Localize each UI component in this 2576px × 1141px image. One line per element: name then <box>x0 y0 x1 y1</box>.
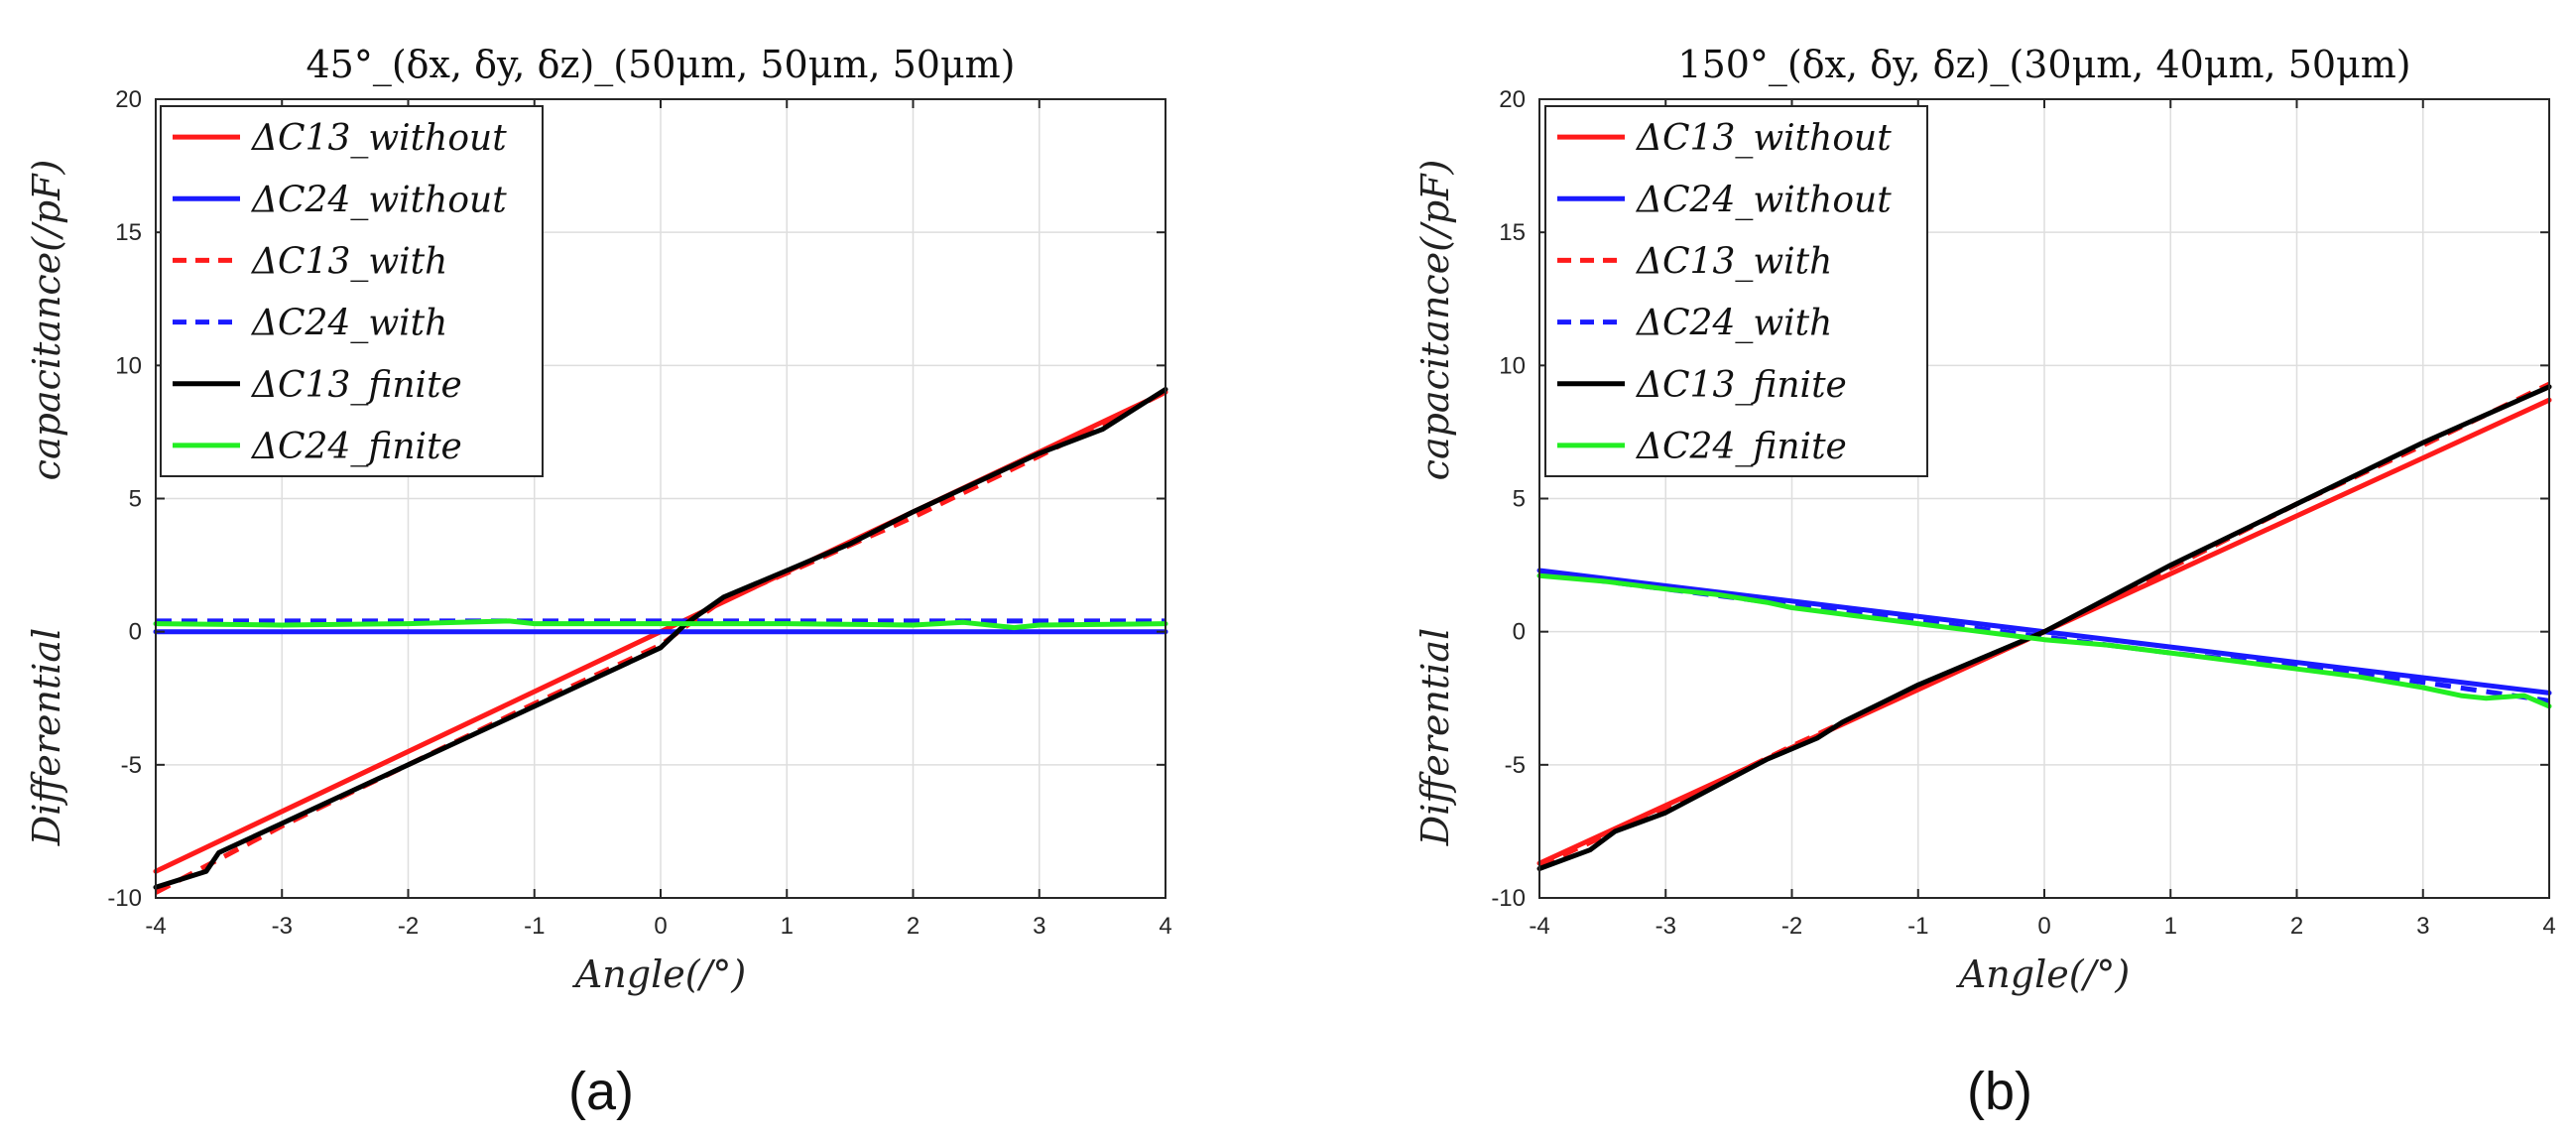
x-tick-label: -1 <box>524 913 545 940</box>
x-tick-label: -2 <box>1781 913 1802 940</box>
y-tick-label: 20 <box>115 86 142 113</box>
legend-label-3: ΔC24_with <box>250 304 447 344</box>
x-tick-label: 1 <box>781 913 794 940</box>
x-tick-label: 2 <box>907 913 920 940</box>
x-tick-label: 0 <box>654 913 667 940</box>
y-tick-label: -5 <box>121 752 142 779</box>
y-tick-label: 10 <box>1499 352 1526 379</box>
x-tick-label: 3 <box>1033 913 1045 940</box>
x-tick-label: -4 <box>1529 913 1549 940</box>
y-axis-label-left: Differential <box>25 628 68 846</box>
x-tick-label: 0 <box>2037 913 2050 940</box>
y-tick-label: 20 <box>1499 86 1526 113</box>
y-axis-label-right: capacitance(/pF) <box>1413 160 1457 481</box>
series-line-5 <box>153 618 1168 631</box>
legend-label-2: ΔC13_with <box>1635 241 1832 282</box>
legend-label-4: ΔC13_finite <box>1635 365 1847 406</box>
x-tick-label: 1 <box>2164 913 2177 940</box>
legend-label-1: ΔC24_without <box>1635 180 1892 220</box>
x-tick-label: 4 <box>2542 913 2555 940</box>
legend-label-0: ΔC13_without <box>250 118 507 159</box>
x-tick-label: -4 <box>145 913 166 940</box>
legend-box <box>1544 105 1928 477</box>
legend-label-3: ΔC24_with <box>1635 304 1832 344</box>
x-tick-label: -3 <box>1656 913 1676 940</box>
y-tick-label: 0 <box>1513 619 1526 646</box>
legend-label-5: ΔC24_finite <box>1635 427 1847 467</box>
legend-label-4: ΔC13_finite <box>250 365 462 406</box>
legend-label-2: ΔC13_with <box>250 241 447 282</box>
series-line-5 <box>1536 572 2552 709</box>
panel-label: (b) <box>1967 1062 2032 1121</box>
x-axis-label: Angle(/°) <box>572 952 746 996</box>
y-tick-label: 15 <box>1499 219 1526 246</box>
y-tick-label: 5 <box>1513 486 1526 513</box>
y-tick-label: -10 <box>1491 885 1526 912</box>
x-tick-label: 4 <box>1159 913 1171 940</box>
legend-box <box>160 105 544 477</box>
panel-label: (a) <box>568 1062 634 1121</box>
x-tick-label: 2 <box>2290 913 2303 940</box>
y-axis-label-right: capacitance(/pF) <box>25 160 68 481</box>
y-tick-label: -10 <box>107 885 142 912</box>
y-tick-label: 10 <box>115 352 142 379</box>
x-tick-label: -2 <box>398 913 419 940</box>
x-tick-label: -3 <box>272 913 293 940</box>
y-axis-label-left: Differential <box>1413 628 1457 846</box>
y-tick-label: 0 <box>129 619 142 646</box>
y-tick-label: 15 <box>115 219 142 246</box>
legend-label-0: ΔC13_without <box>1635 118 1892 159</box>
legend-label-5: ΔC24_finite <box>250 427 462 467</box>
chart-title: 45°_(δx, δy, δz)_(50μm, 50μm, 50μm) <box>306 43 1015 87</box>
x-axis-label: Angle(/°) <box>1956 952 2130 996</box>
x-tick-label: -1 <box>1907 913 1928 940</box>
chart-title: 150°_(δx, δy, δz)_(30μm, 40μm, 50μm) <box>1677 43 2410 87</box>
x-tick-label: 3 <box>2416 913 2429 940</box>
y-tick-label: 5 <box>129 486 142 513</box>
series-line-4 <box>1536 384 2552 871</box>
y-tick-label: -5 <box>1505 752 1526 779</box>
legend-label-1: ΔC24_without <box>250 180 507 220</box>
